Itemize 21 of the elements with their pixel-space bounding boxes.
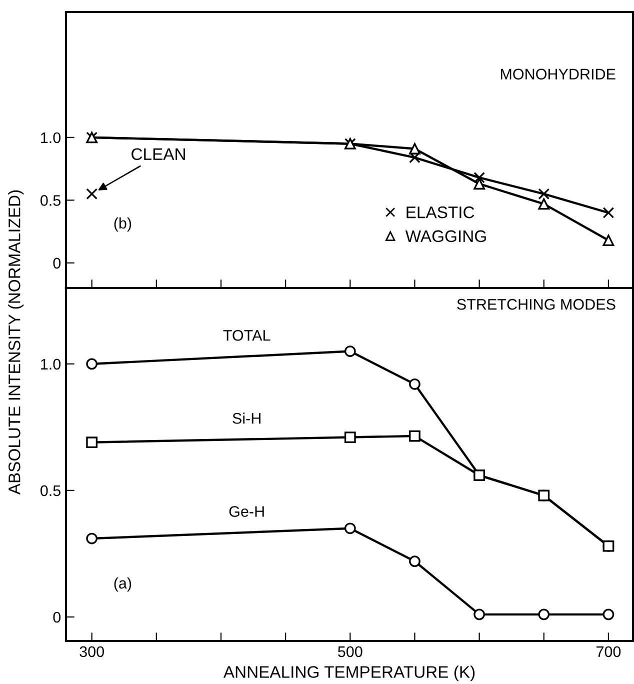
- x-axis-title: ANNEALING TEMPERATURE (K): [223, 666, 475, 682]
- y-tick-label: 0.5: [40, 195, 60, 206]
- legend-label: WAGGING: [405, 230, 486, 242]
- series-label: Si-H: [232, 412, 260, 424]
- series-label: Ge-H: [229, 506, 264, 517]
- x-tick-label: 500: [338, 646, 362, 658]
- x-tick-label: 700: [596, 646, 621, 658]
- annotation: (b): [114, 217, 132, 232]
- y-axis-title: ABSOLUTE INTENSITY (NORMALIZED): [8, 190, 24, 495]
- y-tick-label: 0: [53, 258, 61, 269]
- y-tick-label: 1.0: [41, 358, 61, 370]
- y-tick-label: 1.0: [41, 132, 61, 144]
- legend-label: ELASTIC: [406, 206, 474, 218]
- y-tick-label: 0.5: [40, 485, 60, 496]
- series-label: TOTAL: [223, 330, 270, 341]
- x-tick-label: 300: [80, 646, 104, 658]
- annotation: MONOHYDRIDE: [500, 68, 616, 80]
- y-tick-label: 0: [53, 612, 61, 623]
- annotation: STRETCHING MODES: [457, 298, 616, 310]
- annotation: (a): [114, 577, 132, 592]
- annotation: CLEAN: [132, 148, 185, 160]
